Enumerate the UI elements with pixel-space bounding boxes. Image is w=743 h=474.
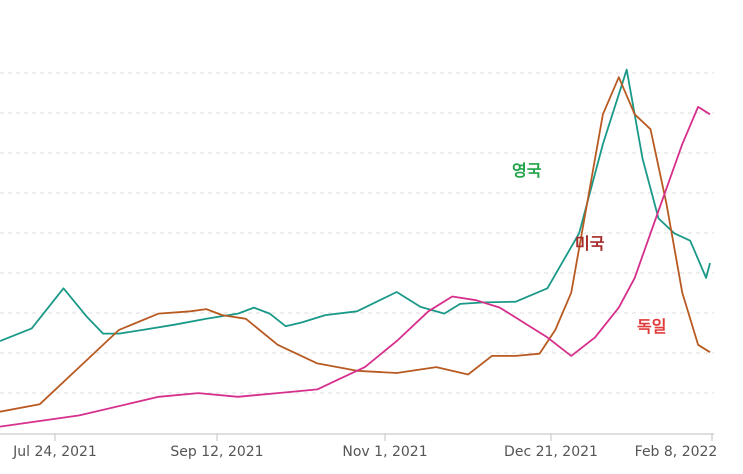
x-tick-label: Feb 8, 2022	[635, 444, 718, 460]
series-label-2: 미국	[575, 234, 605, 253]
series-label-1: 영국	[512, 161, 542, 180]
x-tick-label: Nov 1, 2021	[342, 444, 427, 460]
x-axis: Jul 24, 2021 Sep 12, 2021 Nov 1, 2021 Dec 2…	[0, 433, 718, 460]
x-tick-label: Sep 12, 2021	[170, 444, 263, 460]
grid-lines	[0, 72, 714, 394]
series-label-3: 독일	[637, 317, 666, 336]
x-tick-label: Dec 21, 2021	[504, 444, 598, 460]
x-tick-label: Jul 24, 2021	[12, 444, 97, 460]
series-lines	[0, 68, 711, 428]
series-line-3	[0, 106, 711, 428]
series-line-2	[0, 76, 711, 413]
series-line-1	[0, 68, 711, 342]
